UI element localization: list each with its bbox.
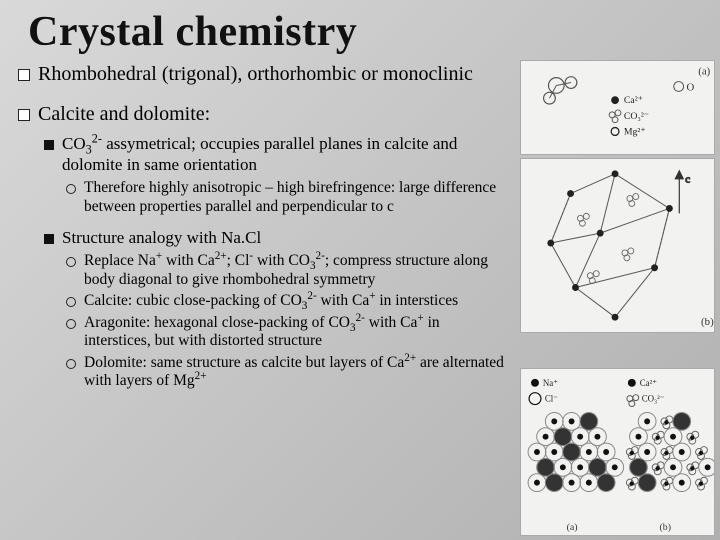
bullet-list-lvl3: Replace Na+ with Ca2+; Cl- with CO32-; c…: [62, 252, 510, 391]
bullet-item: Rhombohedral (trigonal), orthorhombic or…: [10, 62, 510, 88]
figure-legend: Na⁺ Cl⁻ Ca²⁺ CO₃²⁻: [529, 378, 665, 407]
bullet-list-lvl2: CO32- assymetrical; occupies parallel pl…: [38, 134, 510, 391]
svg-text:O: O: [687, 81, 695, 93]
bullet-item: Therefore highly anisotropic – high bire…: [62, 179, 510, 216]
packing-panel-b: (b): [626, 412, 714, 533]
svg-text:CO₃²⁻: CO₃²⁻: [624, 111, 649, 122]
bullet-text: Aragonite: hexagonal close-packing of CO…: [84, 314, 440, 350]
svg-text:Cl⁻: Cl⁻: [545, 394, 558, 404]
svg-text:c: c: [685, 174, 690, 186]
figure-legend: Ca²⁺ CO₃²⁻ Mg²⁺: [609, 95, 649, 137]
figure-b: (b) c: [520, 158, 715, 333]
svg-text:Mg²⁺: Mg²⁺: [624, 126, 646, 137]
slide-body: Rhombohedral (trigonal), orthorhombic or…: [0, 62, 510, 391]
bullet-text: CO32- assymetrical; occupies parallel pl…: [62, 134, 457, 174]
bullet-item: Calcite: cubic close-packing of CO32- wi…: [62, 292, 510, 311]
carbonate-glyph: [544, 77, 577, 104]
carbonate-groups: [577, 194, 638, 284]
bullet-text: Rhombohedral (trigonal), orthorhombic or…: [38, 63, 473, 85]
bullet-item: Calcite and dolomite: CO32- assymetrical…: [10, 102, 510, 391]
svg-text:Na⁺: Na⁺: [543, 378, 558, 388]
slide-root: { "title": { "text": "Crystal chemistry"…: [0, 0, 720, 540]
bullet-list-lvl1: Rhombohedral (trigonal), orthorhombic or…: [10, 62, 510, 391]
bullet-text: Calcite and dolomite:: [38, 103, 210, 125]
bullet-item: Replace Na+ with Ca2+; Cl- with CO32-; c…: [62, 252, 510, 289]
bullet-item: Aragonite: hexagonal close-packing of CO…: [62, 314, 510, 351]
bullet-text: Calcite: cubic close-packing of CO32- wi…: [84, 292, 458, 309]
slide-title: Crystal chemistry: [0, 0, 720, 62]
bullet-text: Replace Na+ with Ca2+; Cl- with CO32-; c…: [84, 252, 488, 288]
svg-text:(a): (a): [567, 522, 578, 533]
bullet-text: Structure analogy with Na.Cl: [62, 228, 261, 247]
bullet-item: Structure analogy with Na.Cl Replace Na+…: [38, 228, 510, 391]
bullet-item: Dolomite: same structure as calcite but …: [62, 354, 510, 391]
c-axis: c: [675, 171, 690, 214]
figure-label: (b): [701, 316, 714, 328]
svg-text:Ca²⁺: Ca²⁺: [640, 378, 658, 388]
bullet-text: Dolomite: same structure as calcite but …: [84, 354, 504, 390]
svg-text:(b): (b): [659, 522, 671, 533]
bullet-text: Therefore highly anisotropic – high bire…: [84, 179, 496, 215]
svg-text:CO₃²⁻: CO₃²⁻: [642, 394, 665, 404]
figure-c: Na⁺ Cl⁻ Ca²⁺ CO₃²⁻ (a) (b): [520, 368, 715, 536]
bullet-list-lvl3: Therefore highly anisotropic – high bire…: [62, 179, 510, 216]
svg-text:Ca²⁺: Ca²⁺: [624, 95, 643, 106]
figure-a: (a) Ca²⁺ CO₃²⁻ Mg²⁺ O: [520, 60, 715, 155]
figure-label: (a): [698, 66, 710, 78]
bullet-item: CO32- assymetrical; occupies parallel pl…: [38, 134, 510, 216]
packing-panel-a: (a): [528, 412, 624, 533]
